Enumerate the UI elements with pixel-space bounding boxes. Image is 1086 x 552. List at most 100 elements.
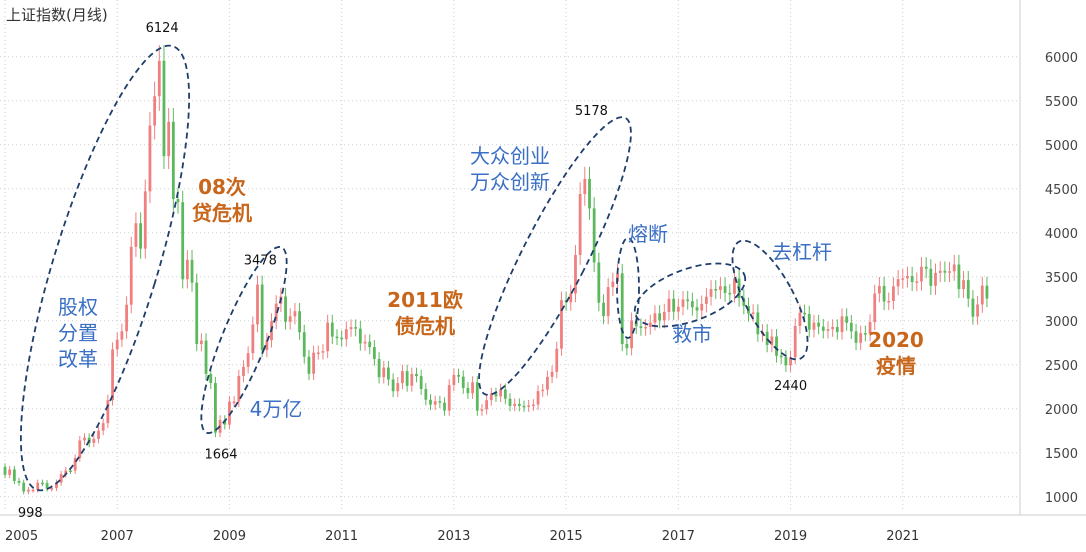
candle-body <box>162 60 166 157</box>
candle-body <box>924 266 928 269</box>
candle-body <box>69 470 72 472</box>
event-annotation: 去杠杆 <box>772 240 832 264</box>
candle-body <box>92 438 96 443</box>
candle-body <box>541 389 545 392</box>
candle-body <box>672 298 676 312</box>
candle-body <box>368 341 372 348</box>
candle-body <box>676 306 680 312</box>
candle-body <box>181 202 185 280</box>
candle-body <box>344 329 348 340</box>
candle-body <box>915 281 919 283</box>
candle-body <box>658 313 662 321</box>
x-tick-label: 2013 <box>437 529 470 544</box>
y-tick-label: 4000 <box>1045 227 1078 242</box>
candle-body <box>873 293 877 323</box>
y-tick-label: 2500 <box>1045 359 1078 374</box>
x-tick-label: 2007 <box>101 529 134 544</box>
candle-body <box>330 322 334 337</box>
candle-body <box>588 178 591 209</box>
candle-body <box>55 482 58 489</box>
candle-body <box>167 121 171 157</box>
candle-body <box>97 430 100 439</box>
candle-body <box>765 331 769 345</box>
candle-body <box>372 347 376 359</box>
event-ellipse <box>616 237 640 339</box>
x-tick-label: 2019 <box>774 529 807 544</box>
candle-body <box>606 287 610 317</box>
candle-body <box>382 367 386 378</box>
candle-body <box>115 339 119 350</box>
candle-body <box>863 333 867 335</box>
candle-body <box>298 311 301 333</box>
candle-body <box>129 246 133 305</box>
candle-body <box>120 331 124 340</box>
candle-body <box>326 322 330 352</box>
candle-body <box>817 322 821 327</box>
candle-body <box>265 340 269 351</box>
candle-body <box>849 322 853 332</box>
candle-body <box>419 376 423 389</box>
candle-body <box>840 316 844 333</box>
candle-body <box>517 403 521 406</box>
candle-body <box>447 385 451 411</box>
candle-body <box>938 270 942 273</box>
candle-body <box>363 341 367 344</box>
candle-body <box>232 401 236 404</box>
candle-body <box>396 383 400 392</box>
candle-body <box>401 371 404 384</box>
candle-body <box>784 357 788 366</box>
key-point-label: 998 <box>18 506 43 521</box>
candle-body <box>957 264 961 290</box>
candle-body <box>667 298 671 312</box>
candle-body <box>3 466 7 475</box>
candle-body <box>639 326 643 329</box>
annotations: 998 6124 1664 3478 5178 2440 股权分置改革 08次贷危机 4万亿 20… <box>18 21 924 521</box>
y-tick-label: 6000 <box>1045 51 1078 66</box>
candle-body <box>391 379 395 392</box>
candle-body <box>433 401 437 405</box>
x-tick-label: 2009 <box>213 529 246 544</box>
candle-body <box>910 276 914 282</box>
candle-body <box>195 282 199 345</box>
candle-body <box>920 266 923 282</box>
event-ellipse <box>731 239 809 361</box>
candle-body <box>532 404 535 407</box>
event-annotation: 救市 <box>672 322 712 346</box>
candle-body <box>845 316 849 323</box>
candle-body <box>835 327 839 333</box>
candle-body <box>237 375 241 402</box>
candle-body <box>714 289 718 291</box>
event-ellipse <box>19 44 191 492</box>
candle-body <box>246 353 250 367</box>
candle-body <box>125 304 128 332</box>
candle-body <box>798 312 802 326</box>
candle-body <box>620 273 624 344</box>
event-ellipse <box>200 246 288 434</box>
candle-body <box>934 272 937 286</box>
candle-body <box>134 223 138 247</box>
y-tick-label: 4500 <box>1045 183 1078 198</box>
candle-body <box>185 259 189 280</box>
candle-body <box>868 322 872 334</box>
x-tick-label: 2021 <box>886 529 919 544</box>
candle-body <box>489 393 493 401</box>
candle-body <box>256 284 259 325</box>
candle-body <box>616 273 619 282</box>
candle-body <box>143 191 147 249</box>
candle-body <box>64 470 68 475</box>
candle-body <box>723 286 727 293</box>
candle-body <box>410 373 414 386</box>
candle-body <box>349 327 353 330</box>
candle-body <box>681 299 685 307</box>
candle-body <box>83 437 86 441</box>
candle-body <box>153 96 157 126</box>
candle-body <box>859 333 863 343</box>
candle-body <box>653 313 657 323</box>
candle-body <box>457 374 460 377</box>
candle-body <box>695 307 699 311</box>
candle-body <box>223 420 227 425</box>
candle-body <box>22 482 26 492</box>
key-point-label: 5178 <box>575 104 608 119</box>
candle-body <box>8 469 12 475</box>
candle-body <box>405 371 409 386</box>
